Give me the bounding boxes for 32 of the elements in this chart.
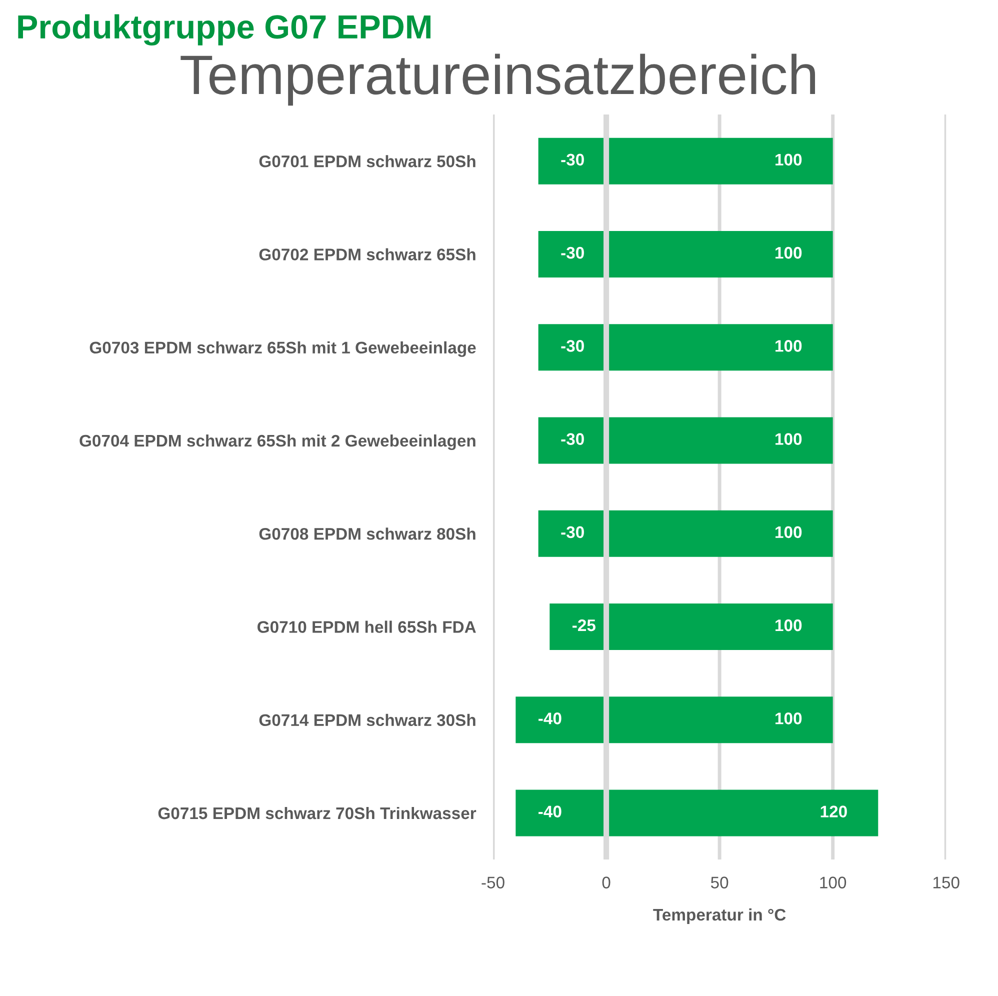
data-label: -40: [538, 806, 562, 818]
x-tick-label: 0: [602, 876, 610, 888]
y-tick-label: G0708 EPDM schwarz 80Sh: [259, 528, 476, 540]
x-tick-label: 100: [820, 876, 846, 888]
data-label: 100: [776, 619, 802, 632]
x-axis-title: Temperatur in °C: [653, 908, 786, 924]
data-label: -30: [561, 340, 584, 352]
data-label: -30: [561, 154, 584, 166]
y-tick-label: G0702 EPDM schwarz 65Sh: [259, 248, 476, 260]
data-label: 100: [776, 712, 802, 724]
x-tick-label: 150: [933, 876, 960, 888]
y-tick-label: G0704 EPDM schwarz 65Sh mit 2 Gewebeeinlagen: [80, 434, 476, 450]
x-tick-label: 50: [710, 876, 728, 888]
data-label: 100: [776, 526, 802, 538]
y-tick-label: G0703 EPDM schwarz 65Sh mit 1 Gewebeeinlage: [90, 341, 476, 357]
data-label: -30: [561, 246, 584, 259]
data-label: 100: [776, 340, 802, 352]
data-label: 100: [776, 246, 802, 259]
text: Produktgruppe G07 EPDM: [18, 14, 430, 46]
data-label: 100: [776, 433, 802, 445]
y-tick-label: G0714 EPDM schwarz 30Sh: [259, 714, 476, 726]
x-tick-label: -50: [482, 876, 504, 888]
data-label: -30: [561, 433, 584, 445]
y-tick-label: G0710 EPDM hell 65Sh FDA: [258, 620, 476, 633]
chart-subtitle: Temperatureinsatzbereich: [180, 54, 816, 106]
y-tick-label: G0715 EPDM schwarz 70Sh Trinkwasser: [158, 806, 476, 820]
data-label: 120: [820, 806, 847, 818]
data-label: -25: [572, 619, 596, 632]
y-tick-label: G0701 EPDM schwarz 50Sh: [259, 155, 476, 168]
data-label: 100: [776, 154, 802, 166]
data-label: -40: [538, 712, 562, 724]
data-label: -30: [561, 526, 584, 538]
